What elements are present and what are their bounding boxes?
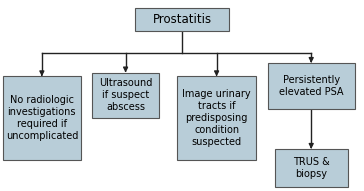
FancyBboxPatch shape bbox=[135, 8, 229, 31]
Text: Persistently
elevated PSA: Persistently elevated PSA bbox=[279, 75, 344, 97]
FancyBboxPatch shape bbox=[92, 73, 159, 118]
FancyBboxPatch shape bbox=[178, 76, 256, 160]
Text: Ultrasound
if suspect
abscess: Ultrasound if suspect abscess bbox=[99, 79, 152, 112]
Text: TRUS &
biopsy: TRUS & biopsy bbox=[293, 157, 329, 179]
Text: Prostatitis: Prostatitis bbox=[153, 13, 211, 26]
FancyBboxPatch shape bbox=[275, 149, 348, 187]
Text: No radiologic
investigations
required if
uncomplicated: No radiologic investigations required if… bbox=[6, 96, 78, 141]
Text: Image urinary
tracts if
predisposing
condition
suspected: Image urinary tracts if predisposing con… bbox=[182, 89, 251, 147]
FancyBboxPatch shape bbox=[3, 76, 81, 160]
FancyBboxPatch shape bbox=[268, 63, 355, 109]
